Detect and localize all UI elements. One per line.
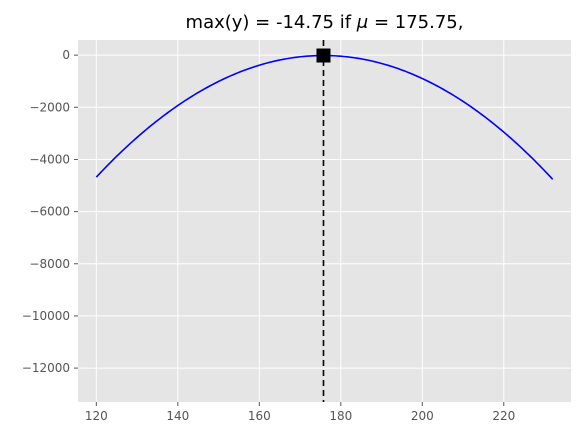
max-marker [316,48,331,63]
y-tick-label: −6000 [29,205,70,219]
y-tick-label: −2000 [29,100,70,114]
x-tick-label: 220 [492,409,515,423]
x-tick-label: 140 [166,409,189,423]
plot-area [78,40,571,402]
chart-title: max(y) = -14.75 if μ = 175.75, [186,12,464,33]
x-tick-label: 180 [329,409,352,423]
y-tick-label: −4000 [29,152,70,166]
title-mu: μ [356,12,368,33]
title-suffix: = 175.75, [368,12,463,33]
y-tick-label: −10000 [22,309,70,323]
x-tick-label: 160 [248,409,271,423]
y-tick-label: −12000 [22,361,70,375]
series-layer [95,40,554,402]
y-axis: 0 −2000 −4000 −6000 −8000 −10000 −12000 [22,48,78,375]
x-tick-label: 200 [411,409,434,423]
x-axis: 120 140 160 180 200 220 [85,402,515,423]
x-tick-label: 120 [85,409,108,423]
y-tick-label: −8000 [29,257,70,271]
y-tick-label: 0 [62,48,70,62]
title-prefix: max(y) = -14.75 if [186,12,357,33]
grid [78,40,571,402]
